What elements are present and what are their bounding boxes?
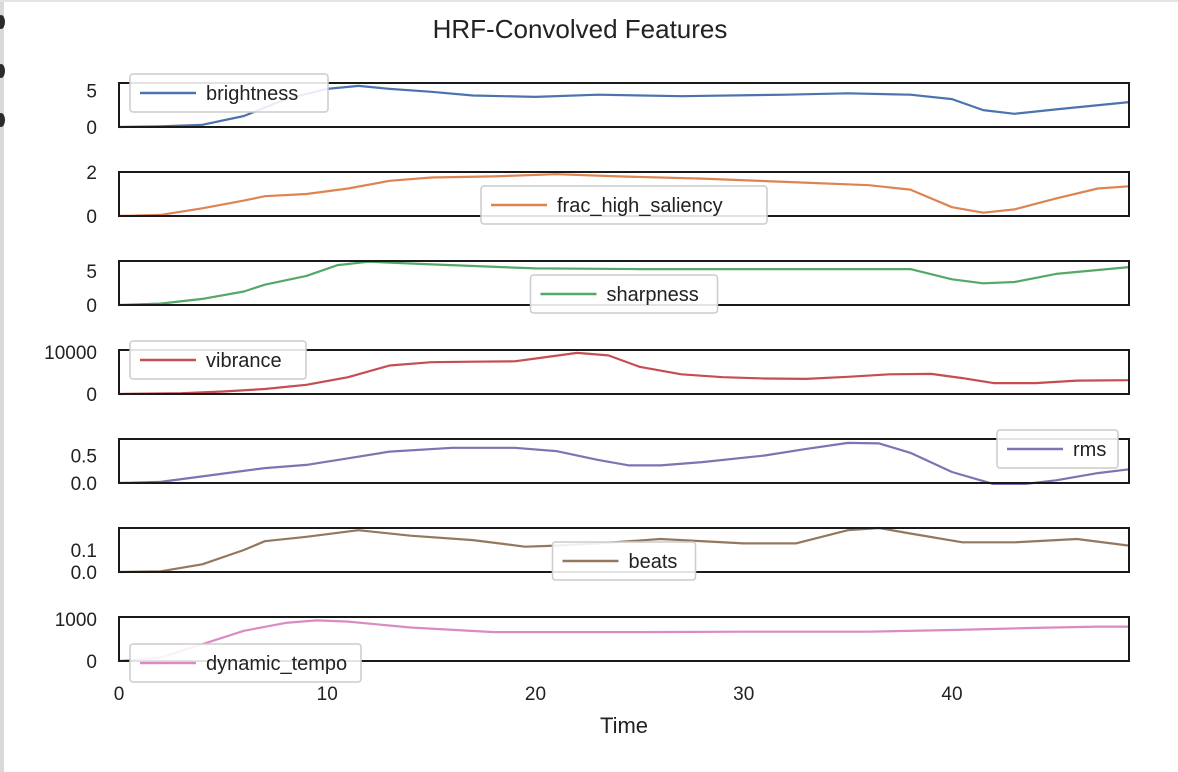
panel-frame bbox=[118, 82, 1130, 128]
legend-box bbox=[480, 185, 768, 225]
window-top-edge bbox=[0, 0, 1178, 2]
x-tick-label: 20 bbox=[525, 684, 546, 705]
panel-frac-high-saliency: 0 2 frac_high_saliency bbox=[86, 163, 1130, 228]
legend-box bbox=[129, 73, 329, 113]
edge-dot-marker bbox=[0, 64, 5, 78]
y-tick-label: 0.1 bbox=[71, 541, 97, 562]
y-tick-label: 5 bbox=[86, 81, 97, 102]
legend-label: beats bbox=[629, 551, 678, 573]
y-tick-label: 0.0 bbox=[71, 563, 97, 584]
legend-label: brightness bbox=[206, 83, 298, 105]
x-tick-label: 0 bbox=[114, 684, 125, 705]
y-tick-label: 0 bbox=[86, 207, 97, 228]
x-tick-label: 40 bbox=[941, 684, 962, 705]
y-tick-label: 0 bbox=[86, 296, 97, 317]
chart-title: HRF-Convolved Features bbox=[433, 14, 728, 44]
panel-vibrance: 0 10000 vibrance bbox=[44, 340, 1130, 406]
legend-brightness: brightness bbox=[129, 73, 329, 113]
legend-box bbox=[129, 643, 362, 683]
legend-dynamic-tempo: dynamic_tempo bbox=[129, 643, 362, 683]
y-tick-label: 0 bbox=[86, 385, 97, 406]
panel-stack: 0 5 brightness 0 2 frac_high_saliency 0 5 sharpn… bbox=[44, 73, 1130, 683]
legend-beats: beats bbox=[551, 541, 697, 581]
legend-sharpness: sharpness bbox=[529, 274, 719, 314]
y-tick-label: 0.0 bbox=[71, 474, 97, 495]
legend-label: frac_high_saliency bbox=[557, 195, 723, 217]
series-line-dynamic-tempo bbox=[119, 619, 1129, 663]
y-tick-label: 2 bbox=[86, 163, 97, 184]
window-left-edge bbox=[0, 0, 4, 772]
panel-brightness: 0 5 brightness bbox=[86, 73, 1130, 139]
panel-rms: 0.0 0.5 rms bbox=[71, 429, 1130, 495]
edge-dot-marker bbox=[0, 113, 5, 127]
panel-sharpness: 0 5 sharpness bbox=[86, 260, 1130, 317]
x-tick-label: 30 bbox=[733, 684, 754, 705]
legend-label: dynamic_tempo bbox=[206, 653, 347, 675]
edge-dot-marker bbox=[0, 15, 5, 29]
series-line-frac-high-saliency bbox=[119, 173, 1129, 218]
panel-frame bbox=[118, 349, 1130, 395]
y-tick-label: 0 bbox=[86, 118, 97, 139]
x-axis: 0 10 20 30 40 bbox=[114, 684, 963, 705]
y-tick-label: 5 bbox=[86, 262, 97, 283]
panel-frame bbox=[118, 616, 1130, 662]
y-tick-label: 0 bbox=[86, 652, 97, 673]
x-tick-label: 10 bbox=[317, 684, 338, 705]
series-line-rms bbox=[119, 441, 1129, 485]
legend-label: sharpness bbox=[607, 284, 699, 306]
legend-label: vibrance bbox=[206, 350, 282, 372]
panel-dynamic-tempo: 0 1000 dynamic_tempo bbox=[55, 610, 1130, 683]
x-axis-label: Time bbox=[600, 713, 648, 738]
y-tick-label: 1000 bbox=[55, 610, 97, 631]
legend-rms: rms bbox=[996, 429, 1119, 469]
series-line-sharpness bbox=[119, 260, 1129, 307]
legend-box bbox=[129, 340, 307, 380]
panel-frame bbox=[118, 438, 1130, 484]
y-tick-label: 0.5 bbox=[71, 447, 97, 468]
y-tick-label: 10000 bbox=[44, 343, 97, 364]
legend-box bbox=[551, 541, 697, 581]
panel-beats: 0.00.1 beats bbox=[71, 526, 1130, 584]
legend-label: rms bbox=[1073, 439, 1106, 461]
legend-frac-high-saliency: frac_high_saliency bbox=[480, 185, 768, 225]
legend-box bbox=[529, 274, 719, 314]
legend-vibrance: vibrance bbox=[129, 340, 307, 380]
series-line-vibrance bbox=[119, 351, 1129, 396]
